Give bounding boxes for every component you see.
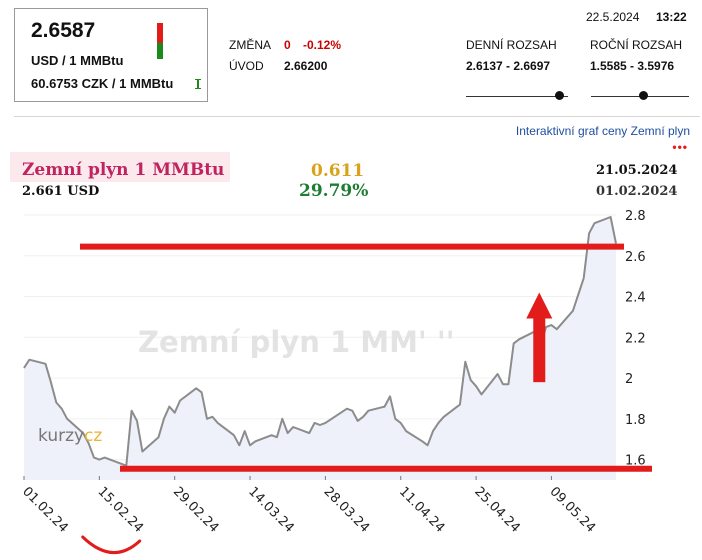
open-label: ÚVOD bbox=[229, 59, 264, 73]
chart-change-absolute: 0.611 bbox=[311, 161, 365, 181]
yearly-range-marker bbox=[639, 91, 649, 100]
yearly-range-label: ROČNÍ ROZSAH bbox=[590, 38, 683, 52]
chart-title: Zemní plyn 1 MMBtu bbox=[22, 160, 225, 180]
change-percent: -0.12% bbox=[303, 38, 342, 52]
x-tick-label: 15.02.24 bbox=[95, 484, 147, 536]
kurzy-logo: kurzycz bbox=[38, 426, 102, 446]
price-direction-bar-base-icon bbox=[157, 43, 163, 59]
quote-box: 2.6587 USD / 1 MMBtu 60.6753 CZK / 1 MMB… bbox=[14, 8, 208, 102]
quote-price: 2.6587 bbox=[31, 19, 96, 42]
up-arrow-icon bbox=[526, 292, 553, 319]
divider bbox=[14, 116, 700, 117]
x-tick-label: 25.04.24 bbox=[471, 484, 523, 536]
y-tick-label: 2.6 bbox=[625, 250, 646, 265]
chart-end-date: 21.05.2024 bbox=[596, 163, 678, 178]
chart-change-percent: 29.79% bbox=[299, 181, 369, 201]
chart-current-value: 2.661 USD bbox=[22, 184, 100, 199]
price-line bbox=[23, 216, 617, 467]
more-dots-icon[interactable]: ••• bbox=[672, 140, 688, 154]
open-value: 2.66200 bbox=[284, 59, 328, 73]
y-tick-label: 2.8 bbox=[625, 209, 646, 224]
change-label: ZMĚNA bbox=[229, 38, 271, 52]
price-area-fill bbox=[24, 217, 616, 480]
chart-title-background bbox=[10, 152, 230, 182]
y-tick-label: 2 bbox=[625, 372, 633, 387]
change-absolute: 0 bbox=[284, 38, 291, 52]
x-tick-label: 28.03.24 bbox=[321, 484, 373, 536]
x-tick-label: 09.05.24 bbox=[547, 484, 599, 536]
x-tick-label: 14.03.24 bbox=[245, 484, 297, 536]
smile-mark bbox=[81, 535, 142, 555]
daily-range-marker bbox=[555, 91, 565, 100]
quote-czk-price: 60.6753 CZK / 1 MMBtu bbox=[31, 76, 174, 91]
quote-unit: USD / 1 MMBtu bbox=[31, 53, 124, 68]
daily-range-track bbox=[466, 96, 568, 97]
chart-start-date: 01.02.2024 bbox=[596, 184, 678, 199]
y-tick-label: 2.2 bbox=[625, 331, 646, 346]
y-tick-label: 1.6 bbox=[625, 454, 646, 469]
x-tick-label: 29.02.24 bbox=[170, 484, 222, 536]
interactive-chart-link[interactable]: Interaktivní graf ceny Zemní plyn bbox=[515, 124, 690, 138]
quote-date: 22.5.2024 bbox=[586, 10, 640, 24]
daily-range-value: 2.6137 - 2.6697 bbox=[466, 59, 551, 73]
daily-range-label: DENNÍ ROZSAH bbox=[466, 38, 557, 52]
yearly-range-value: 1.5585 - 3.5976 bbox=[590, 59, 675, 73]
chart-watermark: Zemní plyn 1 MM' '' bbox=[138, 325, 455, 359]
y-tick-label: 2.4 bbox=[625, 291, 646, 306]
y-tick-label: 1.8 bbox=[625, 413, 646, 428]
x-tick-label: 01.02.24 bbox=[19, 484, 71, 536]
price-direction-bar-icon bbox=[157, 23, 163, 43]
range-marker-icon bbox=[195, 79, 201, 89]
quote-time: 13:22 bbox=[656, 10, 687, 24]
x-tick-label: 11.04.24 bbox=[396, 484, 448, 536]
up-arrow-shaft bbox=[533, 316, 546, 383]
